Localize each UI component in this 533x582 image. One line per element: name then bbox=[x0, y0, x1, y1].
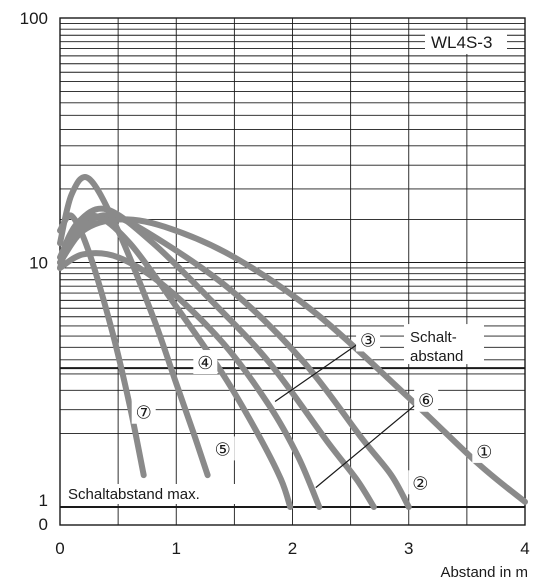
reference-label: abstand bbox=[410, 348, 463, 365]
leader-line bbox=[315, 405, 415, 489]
reference-label-background bbox=[404, 324, 484, 365]
x-tick-label: 1 bbox=[172, 539, 181, 558]
chart-title-background bbox=[425, 30, 507, 54]
curve-marker: ⑦ bbox=[131, 399, 156, 424]
y-tick-label: 10 bbox=[29, 254, 48, 273]
curve-marker-label: ⑦ bbox=[136, 403, 152, 423]
curve-marker-label: ② bbox=[412, 473, 428, 493]
curve-line bbox=[57, 174, 211, 479]
x-tick-label: 2 bbox=[288, 539, 297, 558]
curve-marker: ⑤ bbox=[210, 436, 235, 461]
curve-line bbox=[57, 212, 147, 479]
x-tick-label: 4 bbox=[520, 539, 529, 558]
curve-marker-label: ③ bbox=[360, 330, 376, 350]
y-tick-label: 1 bbox=[39, 491, 48, 510]
curve-marker-background bbox=[356, 327, 381, 352]
curve-marker-background bbox=[210, 436, 235, 461]
curves bbox=[57, 174, 528, 510]
curve-marker: ③ bbox=[356, 327, 381, 352]
reference-label-background bbox=[64, 484, 252, 504]
curve-marker-background bbox=[414, 387, 439, 412]
leader-line bbox=[274, 344, 357, 403]
plot-frame bbox=[59, 17, 526, 526]
curve-marker: ④ bbox=[193, 350, 218, 375]
curve-marker-label: ① bbox=[476, 442, 492, 462]
y-tick-label: 100 bbox=[20, 9, 48, 28]
x-tick-label: 3 bbox=[404, 539, 413, 558]
curve-marker: ⑥ bbox=[414, 387, 439, 412]
curve-marker: ② bbox=[408, 470, 433, 495]
chart-title: WL4S-3 bbox=[431, 33, 492, 52]
curve-marker-label: ④ bbox=[197, 353, 213, 373]
curve-marker-label: ⑤ bbox=[215, 439, 231, 459]
y-tick-label: 0 bbox=[39, 515, 48, 534]
curve-marker: ① bbox=[472, 438, 497, 463]
x-axis-label: Abstand in m bbox=[440, 564, 528, 581]
curve-line bbox=[57, 216, 528, 505]
curve-markers: ① ② ③ ④ ⑤ ⑥ ⑦ bbox=[131, 327, 497, 495]
curve-marker-background bbox=[131, 399, 156, 424]
reference-label: Schalt- bbox=[410, 329, 457, 346]
curve-marker-label: ⑥ bbox=[418, 391, 434, 411]
curve-line bbox=[57, 205, 377, 510]
x-tick-label: 0 bbox=[55, 539, 64, 558]
curve-marker-background bbox=[472, 438, 497, 463]
leader-lines bbox=[274, 344, 415, 489]
curve-marker-background bbox=[193, 350, 218, 375]
reference-label: Schaltabstand max. bbox=[68, 486, 200, 503]
curve-marker-background bbox=[408, 470, 433, 495]
